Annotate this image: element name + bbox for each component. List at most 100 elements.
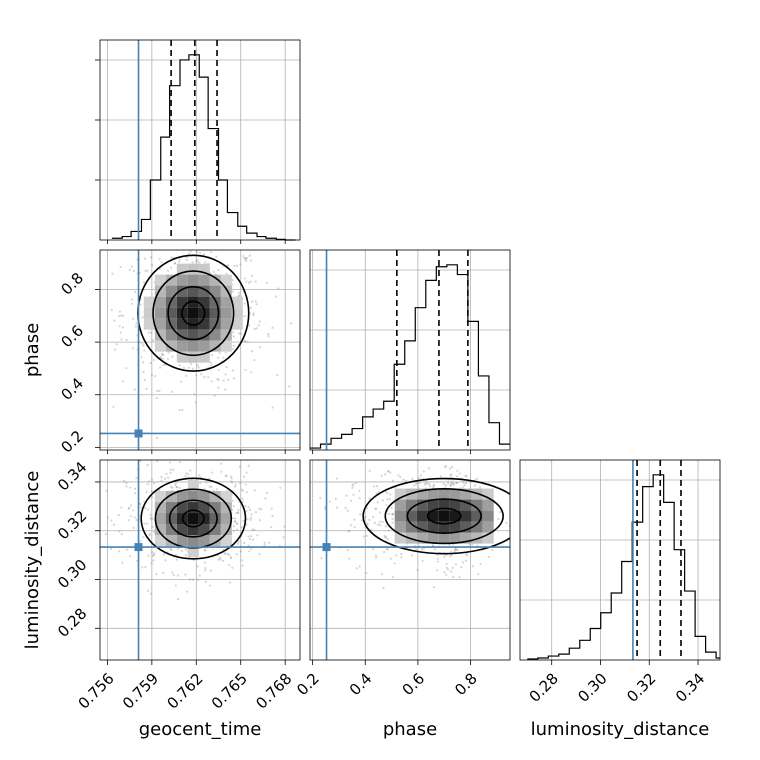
sample-point bbox=[133, 388, 136, 391]
density-cell bbox=[220, 285, 232, 297]
sample-point bbox=[118, 325, 121, 328]
sample-point bbox=[203, 487, 206, 491]
sample-point bbox=[237, 540, 240, 543]
sample-point bbox=[375, 556, 378, 559]
density-cell bbox=[187, 329, 199, 341]
sample-point bbox=[352, 484, 355, 487]
sample-point bbox=[452, 482, 455, 486]
sample-point bbox=[244, 339, 247, 343]
sample-point bbox=[173, 262, 177, 265]
contour-level-2 bbox=[406, 498, 482, 534]
sample-point bbox=[382, 550, 386, 554]
sample-point bbox=[465, 475, 468, 478]
density-cell bbox=[220, 513, 232, 525]
sample-point bbox=[468, 543, 471, 546]
sample-point bbox=[257, 324, 260, 327]
sample-point bbox=[282, 536, 285, 539]
sample-point bbox=[231, 290, 234, 293]
x-tick-label-geocent_time-1: 0.759 bbox=[119, 670, 162, 713]
sample-point bbox=[202, 240, 204, 242]
sample-point bbox=[443, 555, 446, 559]
sample-point bbox=[344, 506, 347, 510]
density-cell bbox=[143, 307, 155, 319]
x-tick-label-luminosity_distance-3: 0.34 bbox=[672, 670, 708, 706]
density-cell bbox=[427, 510, 439, 522]
sample-point bbox=[375, 485, 379, 488]
sample-point bbox=[150, 331, 153, 334]
sample-point bbox=[231, 278, 234, 282]
sample-point bbox=[133, 516, 136, 519]
y-tick-label-luminosity_distance-1: 0.30 bbox=[54, 556, 90, 592]
sample-point bbox=[383, 534, 386, 537]
sample-point bbox=[231, 499, 234, 502]
sample-point bbox=[447, 482, 450, 485]
sample-point bbox=[439, 475, 442, 478]
sample-point bbox=[169, 266, 173, 269]
sample-point bbox=[422, 470, 425, 473]
sample-point bbox=[133, 290, 137, 293]
sample-point bbox=[168, 461, 172, 464]
density-cell bbox=[209, 285, 221, 297]
density-cell bbox=[460, 488, 472, 500]
density-cell bbox=[176, 329, 188, 341]
sample-point bbox=[402, 478, 405, 481]
sample-point bbox=[422, 547, 426, 550]
sample-point bbox=[374, 554, 378, 557]
sample-point bbox=[184, 475, 187, 478]
sample-point bbox=[213, 224, 215, 226]
sample-point bbox=[170, 548, 173, 551]
sample-point bbox=[165, 472, 168, 475]
sample-point bbox=[149, 518, 152, 521]
density-cell bbox=[187, 535, 199, 547]
sample-point bbox=[345, 494, 348, 497]
sample-point bbox=[258, 519, 262, 522]
sample-point bbox=[252, 312, 255, 315]
sample-point bbox=[196, 259, 199, 262]
sample-point bbox=[370, 528, 373, 531]
sample-point bbox=[237, 508, 240, 512]
density-cell bbox=[198, 329, 210, 341]
sample-point bbox=[464, 474, 467, 478]
sample-point bbox=[387, 470, 390, 473]
density-cell bbox=[416, 488, 428, 500]
density-cell bbox=[482, 532, 494, 544]
density-cell bbox=[220, 491, 232, 503]
density-cell bbox=[198, 340, 210, 352]
sample-point bbox=[247, 464, 250, 467]
sample-point bbox=[424, 481, 427, 484]
sample-point bbox=[125, 482, 128, 485]
sample-point bbox=[152, 553, 156, 557]
sample-point bbox=[419, 452, 421, 454]
density-cell bbox=[394, 499, 406, 511]
sample-point bbox=[180, 380, 183, 383]
density-cell bbox=[154, 491, 166, 503]
sample-point bbox=[132, 526, 135, 530]
sample-point bbox=[120, 506, 123, 509]
sample-point bbox=[118, 314, 121, 318]
sample-point bbox=[458, 472, 461, 475]
sample-point bbox=[211, 471, 214, 474]
sample-point bbox=[464, 559, 468, 562]
density-cell bbox=[220, 329, 232, 341]
sample-point bbox=[245, 491, 248, 494]
y-tick-label-phase-3: 0.8 bbox=[58, 269, 88, 299]
sample-point bbox=[475, 477, 479, 480]
sample-point bbox=[217, 386, 220, 389]
sample-point bbox=[266, 332, 270, 336]
sample-point bbox=[193, 393, 196, 396]
sample-point bbox=[135, 476, 138, 480]
sample-point bbox=[410, 554, 413, 557]
sample-point bbox=[215, 488, 218, 491]
sample-point bbox=[197, 261, 201, 264]
sample-point bbox=[269, 465, 271, 467]
sample-point bbox=[138, 341, 142, 344]
sample-point bbox=[351, 486, 354, 489]
density-cell bbox=[427, 532, 439, 544]
sample-point bbox=[386, 492, 389, 495]
x-tick-label-geocent_time-0: 0.756 bbox=[75, 670, 118, 713]
density-cell bbox=[176, 524, 188, 536]
sample-point bbox=[249, 516, 252, 519]
sample-point bbox=[353, 526, 356, 529]
sample-point bbox=[106, 516, 110, 519]
sample-point bbox=[387, 470, 390, 473]
